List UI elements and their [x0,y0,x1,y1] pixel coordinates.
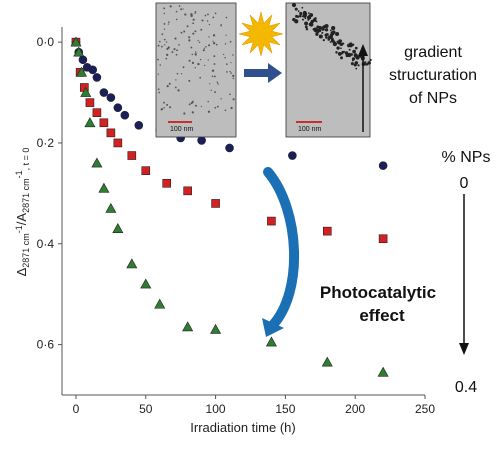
data-point-circle [378,161,388,170]
x-tick-label: 250 [415,402,435,416]
y-ticks: 0·0 0·2 0·4 0·6 [37,35,62,352]
x-ticks: 0 50 100 150 200 250 [73,395,435,416]
x-tick-label: 50 [139,402,153,416]
data-point-square [85,98,95,107]
data-point-square [183,186,192,196]
data-point-triangle [265,336,277,347]
data-point-triangle [321,356,333,367]
data-point-circle [78,55,88,65]
x-tick-label: 100 [206,402,226,416]
data-point-square [92,108,102,117]
scale-label-right: 100 nm [298,126,322,133]
data-point-triangle [182,321,194,332]
x-tick-label: 0 [73,402,80,416]
data-point-triangle [73,46,85,57]
data-point-circle [106,93,116,102]
photocatalytic-label-line1: Photocatalytic [320,283,436,302]
data-point-circle [288,151,297,160]
np-arrow [459,194,469,355]
data-point-triangle [84,117,96,128]
gradient-label-line2: structuration [389,67,477,84]
data-point-circle [197,136,206,145]
data-point-triangle [140,278,152,289]
y-title-sub2: 2871 cm [21,178,31,213]
data-point-triangle [91,157,103,168]
gradient-arrow [358,44,368,132]
axes [61,27,425,396]
data-point-triangle [98,182,110,193]
y-tick-label: 0·0 [37,35,55,49]
data-point-circle [225,143,234,153]
data-point-triangle [126,258,138,269]
y-title-sub1: 2871 cm [21,233,31,268]
gradient-label-line1: gradient [404,44,462,61]
data-point-square [267,216,276,226]
gradient-label-line3: of NPs [409,90,457,107]
data-point-triangle [76,66,88,77]
data-point-square [378,234,388,244]
data-point-square [322,226,332,236]
data-point-triangle [70,36,82,47]
np-bottom-value: 0.4 [455,379,477,396]
data-point-circle [120,110,130,120]
x-axis-title: Irradiation time (h) [190,420,295,435]
data-point-triangle [112,223,124,233]
data-point-square [113,138,123,148]
y-title-slash: /A [14,213,29,226]
photocatalytic-arc [262,167,299,337]
data-point-square [99,118,109,128]
data-point-circle [134,121,144,130]
y-title-sub3: , t = 0 [21,148,31,171]
data-points [70,36,389,377]
data-point-circle [99,88,109,97]
np-percent-label: % NPs [442,149,491,166]
scale-label-left: 100 nm [170,126,194,133]
y-tick-label: 0·6 [37,338,55,352]
np-top-value: 0 [460,175,469,192]
data-point-square [141,166,151,175]
data-point-square [211,199,220,208]
data-point-circle [92,73,102,82]
data-point-square [106,128,116,138]
data-point-triangle [80,86,92,97]
data-point-square [127,151,137,160]
data-point-triangle [105,202,117,213]
data-point-square [162,178,172,188]
data-point-circle [88,65,98,75]
x-tick-label: 200 [345,402,365,416]
data-point-triangle [377,366,389,377]
photocatalytic-label-line2: effect [359,306,405,325]
y-axis-title: Δ2871 cm-1/A2871 cm-1, t = 0 [14,148,31,277]
y-title-sup1: -1 [14,225,24,233]
y-tick-label: 0·2 [37,136,55,150]
y-tick-label: 0·4 [37,237,55,251]
x-tick-label: 150 [275,402,295,416]
y-title-sup2: -1 [14,170,24,178]
y-title-delta: Δ [14,267,29,276]
sun-icon [238,11,284,57]
data-point-triangle [210,323,222,334]
data-point-circle [113,103,123,112]
right-arrow-icon [244,63,282,83]
data-point-triangle [154,298,166,309]
tem-image-before: 100 nm [155,2,237,138]
tem-image-after: 100 nm [285,2,372,138]
